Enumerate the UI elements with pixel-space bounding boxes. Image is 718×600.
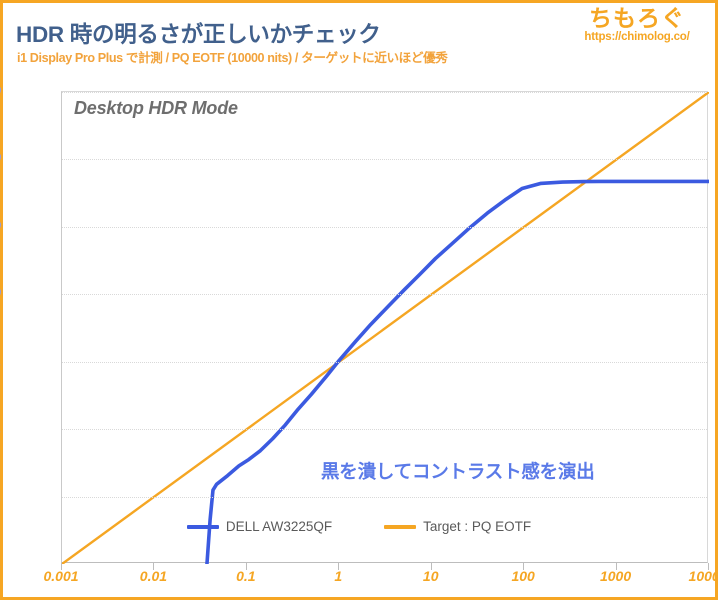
y-axis-tick-label: 0.001 — [0, 555, 1, 571]
legend-swatch-icon — [186, 524, 219, 529]
series-line — [62, 92, 709, 564]
x-axis-tick-label: 0.1 — [236, 568, 256, 584]
header: HDR 時の明るさが正しいかチェック i1 Display Pro Plus で… — [3, 3, 715, 71]
gridline — [62, 294, 707, 296]
gridline — [62, 429, 707, 431]
legend-item[interactable]: Target : PQ EOTF — [384, 519, 531, 534]
y-axis-tick-label: 10000 — [0, 83, 1, 99]
x-axis-tick — [708, 563, 709, 570]
legend-swatch-icon — [384, 524, 417, 529]
chart-annotation: 黒を潰してコントラスト感を演出 — [321, 461, 595, 482]
x-axis-tick — [523, 563, 525, 570]
gridline — [62, 226, 707, 228]
x-axis-tick-label: 1 — [334, 568, 343, 584]
page-subtitle: i1 Display Pro Plus で計測 / PQ EOTF (10000… — [17, 51, 448, 65]
y-axis-tick-label: 0.1 — [0, 420, 1, 436]
brand-url: https://chimolog.co/ — [584, 31, 690, 43]
x-axis-tick — [615, 563, 617, 570]
x-axis-tick — [338, 563, 340, 570]
brand-logo: ちもろぐ https://chimolog.co/ — [567, 5, 707, 44]
legend: DELL AW3225QF Target : PQ EOTF — [3, 519, 715, 534]
x-axis-tick-label: 100 — [511, 568, 535, 584]
page-title: HDR 時の明るさが正しいかチェック — [16, 22, 381, 47]
legend-item[interactable]: DELL AW3225QF — [186, 519, 333, 534]
legend-label: DELL AW3225QF — [225, 519, 333, 534]
y-axis-tick-label: 0.01 — [0, 488, 1, 504]
plot-title: Desktop HDR Mode — [74, 98, 238, 118]
x-axis-tick-label: 10000 — [688, 568, 718, 584]
gridline — [62, 361, 707, 363]
x-axis-tick-label: 0.001 — [43, 568, 79, 584]
x-axis-tick — [430, 563, 432, 570]
legend-label: Target : PQ EOTF — [423, 519, 532, 534]
gridline — [62, 496, 707, 498]
x-axis-tick-label: 1000 — [599, 568, 632, 584]
y-axis-tick-label: 10 — [0, 285, 1, 301]
x-axis-tick — [153, 563, 155, 570]
series-line — [205, 179, 709, 564]
y-axis-tick-label: 1000 — [0, 150, 1, 166]
series-lines — [62, 92, 709, 564]
plot-area: Desktop HDR Mode — [61, 91, 709, 564]
brand-name: ちもろぐ — [589, 5, 685, 31]
y-axis-tick-label: 1 — [0, 353, 1, 369]
x-axis-tick — [245, 563, 247, 570]
x-axis-tick — [61, 563, 62, 570]
gridline — [62, 92, 707, 93]
y-axis-tick-label: 100 — [0, 218, 1, 234]
x-axis-tick-label: 10 — [422, 568, 439, 584]
x-axis-tick-label: 0.01 — [139, 568, 168, 584]
gridline — [62, 159, 707, 161]
chart: Desktop HDR Mode 0.001 0.01 0.1 1 10 100 1000 1… — [0, 71, 718, 597]
